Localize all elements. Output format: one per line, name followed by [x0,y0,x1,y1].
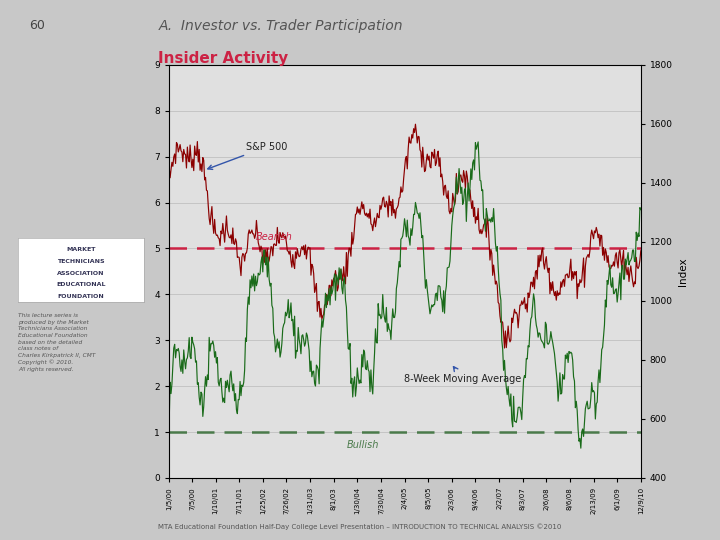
Text: ASSOCIATION: ASSOCIATION [58,271,104,275]
Text: A.  Investor vs. Trader Participation: A. Investor vs. Trader Participation [158,19,403,33]
Text: Insider Activity: Insider Activity [158,51,289,66]
Text: Bearish: Bearish [256,232,292,242]
Y-axis label: Index: Index [678,257,688,286]
Text: MARKET: MARKET [66,247,96,252]
Text: 60: 60 [29,19,45,32]
Text: TECHNICIANS: TECHNICIANS [57,259,105,264]
Text: Bullish: Bullish [346,440,379,450]
Text: EDUCATIONAL: EDUCATIONAL [56,282,106,287]
Text: MTA Educational Foundation Half-Day College Level Presentation – INTRODUCTION TO: MTA Educational Foundation Half-Day Coll… [158,524,562,530]
Text: FOUNDATION: FOUNDATION [58,294,104,299]
Text: This lecture series is
produced by the Market
Technicians Association
Educationa: This lecture series is produced by the M… [18,313,96,372]
Text: S&P 500: S&P 500 [208,141,288,170]
Text: 8-Week Moving Average: 8-Week Moving Average [404,367,521,383]
